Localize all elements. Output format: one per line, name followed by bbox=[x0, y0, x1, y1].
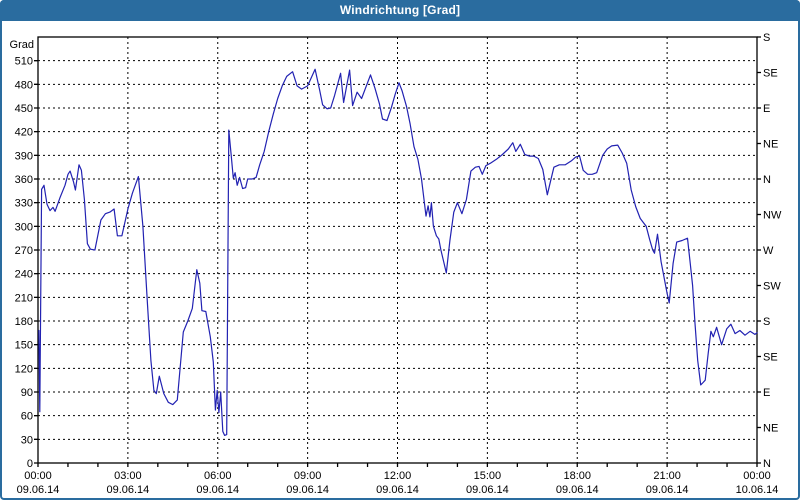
svg-text:420: 420 bbox=[15, 127, 33, 139]
svg-text:S: S bbox=[763, 316, 770, 328]
svg-text:SE: SE bbox=[763, 68, 778, 80]
svg-text:15:00: 15:00 bbox=[474, 470, 502, 482]
svg-text:480: 480 bbox=[15, 79, 33, 91]
svg-text:09.06.14: 09.06.14 bbox=[376, 484, 419, 496]
svg-text:09.06.14: 09.06.14 bbox=[646, 484, 689, 496]
svg-text:N: N bbox=[763, 174, 771, 186]
svg-text:Grad: Grad bbox=[10, 39, 34, 51]
svg-text:09.06.14: 09.06.14 bbox=[286, 484, 329, 496]
window-titlebar: Windrichtung [Grad] bbox=[0, 0, 800, 21]
svg-text:SW: SW bbox=[763, 281, 781, 293]
svg-text:180: 180 bbox=[15, 316, 33, 328]
svg-text:NE: NE bbox=[763, 423, 778, 435]
svg-text:00:00: 00:00 bbox=[743, 470, 771, 482]
svg-text:03:00: 03:00 bbox=[114, 470, 142, 482]
window-title: Windrichtung [Grad] bbox=[339, 3, 461, 17]
svg-text:00:00: 00:00 bbox=[24, 470, 52, 482]
svg-text:360: 360 bbox=[15, 174, 33, 186]
svg-text:150: 150 bbox=[15, 340, 33, 352]
svg-text:240: 240 bbox=[15, 269, 33, 281]
svg-text:SE: SE bbox=[763, 352, 778, 364]
svg-text:330: 330 bbox=[15, 198, 33, 210]
svg-text:12:00: 12:00 bbox=[384, 470, 412, 482]
svg-text:E: E bbox=[763, 387, 770, 399]
svg-text:210: 210 bbox=[15, 292, 33, 304]
svg-text:S: S bbox=[763, 32, 770, 44]
svg-text:09:00: 09:00 bbox=[294, 470, 322, 482]
svg-text:450: 450 bbox=[15, 103, 33, 115]
svg-text:120: 120 bbox=[15, 363, 33, 375]
svg-text:W: W bbox=[763, 245, 774, 257]
axes bbox=[34, 36, 761, 467]
svg-text:06:00: 06:00 bbox=[204, 470, 232, 482]
x-axis-labels: 00:00 09.06.14 03:00 09.06.14 06:00 09.06.14 0… bbox=[17, 470, 779, 496]
svg-text:09.06.14: 09.06.14 bbox=[556, 484, 599, 496]
svg-text:E: E bbox=[763, 103, 770, 115]
grid bbox=[38, 37, 757, 463]
wind-direction-line bbox=[38, 68, 758, 436]
svg-text:10.06.14: 10.06.14 bbox=[736, 484, 779, 496]
svg-text:300: 300 bbox=[15, 221, 33, 233]
y-axis-left-labels: 0 30 60 90 120 150 180 210 240 270 300 330 360 390 420… bbox=[10, 39, 34, 470]
svg-text:0: 0 bbox=[27, 458, 33, 470]
svg-text:21:00: 21:00 bbox=[653, 470, 681, 482]
svg-text:60: 60 bbox=[21, 411, 33, 423]
svg-text:09.06.14: 09.06.14 bbox=[466, 484, 509, 496]
svg-text:18:00: 18:00 bbox=[563, 470, 591, 482]
svg-text:09.06.14: 09.06.14 bbox=[196, 484, 239, 496]
y-axis-right-labels: N NE E SE S SW W NW N NE E SE S bbox=[763, 32, 782, 470]
svg-text:N: N bbox=[763, 458, 771, 470]
svg-text:510: 510 bbox=[15, 56, 33, 68]
svg-text:09.06.14: 09.06.14 bbox=[106, 484, 149, 496]
svg-text:90: 90 bbox=[21, 387, 33, 399]
plot-border bbox=[37, 36, 758, 464]
svg-text:NE: NE bbox=[763, 139, 778, 151]
svg-text:NW: NW bbox=[763, 210, 782, 222]
svg-text:390: 390 bbox=[15, 150, 33, 162]
svg-text:30: 30 bbox=[21, 434, 33, 446]
svg-text:09.06.14: 09.06.14 bbox=[17, 484, 60, 496]
svg-text:270: 270 bbox=[15, 245, 33, 257]
